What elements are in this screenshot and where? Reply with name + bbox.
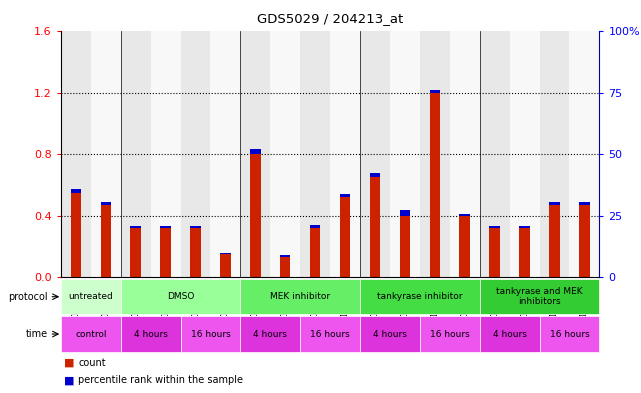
- Bar: [240, 31, 271, 277]
- Text: 4 hours: 4 hours: [134, 330, 167, 338]
- Bar: [519, 228, 529, 277]
- Bar: [569, 31, 599, 277]
- Text: percentile rank within the sample: percentile rank within the sample: [78, 375, 243, 385]
- Bar: [429, 90, 440, 93]
- Bar: [370, 173, 380, 177]
- Text: ■: ■: [64, 375, 74, 385]
- Text: tankyrase and MEK
inhibitors: tankyrase and MEK inhibitors: [496, 287, 583, 307]
- Bar: [390, 31, 420, 277]
- Bar: [429, 93, 440, 277]
- Bar: [340, 194, 351, 197]
- Text: untreated: untreated: [69, 292, 113, 301]
- Text: DMSO: DMSO: [167, 292, 194, 301]
- Bar: [91, 31, 121, 277]
- Text: count: count: [78, 358, 106, 367]
- Bar: [549, 202, 560, 205]
- Bar: [400, 216, 410, 277]
- Bar: [330, 31, 360, 277]
- Bar: [490, 226, 500, 228]
- Bar: [181, 31, 210, 277]
- Bar: [549, 205, 560, 277]
- Text: control: control: [75, 330, 106, 338]
- Bar: [210, 31, 240, 277]
- Bar: [400, 210, 410, 216]
- Bar: [579, 202, 590, 205]
- Bar: [540, 31, 569, 277]
- Bar: [160, 226, 171, 228]
- Bar: [221, 254, 231, 277]
- Bar: [190, 226, 201, 228]
- Bar: [519, 226, 529, 228]
- Text: ■: ■: [64, 358, 74, 367]
- Text: tankyrase inhibitor: tankyrase inhibitor: [377, 292, 463, 301]
- Text: protocol: protocol: [8, 292, 48, 302]
- Bar: [510, 31, 540, 277]
- Bar: [151, 31, 181, 277]
- Text: 16 hours: 16 hours: [430, 330, 470, 338]
- Text: MEK inhibitor: MEK inhibitor: [270, 292, 330, 301]
- Text: GDS5029 / 204213_at: GDS5029 / 204213_at: [257, 12, 403, 25]
- Bar: [160, 228, 171, 277]
- Bar: [121, 31, 151, 277]
- Bar: [71, 189, 81, 193]
- Bar: [479, 31, 510, 277]
- Bar: [101, 202, 111, 205]
- Bar: [71, 193, 81, 277]
- Bar: [420, 31, 450, 277]
- Bar: [490, 228, 500, 277]
- Text: 4 hours: 4 hours: [373, 330, 407, 338]
- Bar: [310, 228, 320, 277]
- Bar: [280, 257, 290, 277]
- Bar: [370, 177, 380, 277]
- Text: 4 hours: 4 hours: [253, 330, 287, 338]
- Bar: [250, 154, 260, 277]
- Bar: [579, 205, 590, 277]
- Text: 16 hours: 16 hours: [310, 330, 350, 338]
- Bar: [340, 197, 351, 277]
- Bar: [190, 228, 201, 277]
- Bar: [61, 31, 91, 277]
- Text: time: time: [26, 329, 48, 339]
- Bar: [310, 225, 320, 228]
- Text: 4 hours: 4 hours: [493, 330, 526, 338]
- Bar: [101, 205, 111, 277]
- Text: 16 hours: 16 hours: [549, 330, 589, 338]
- Bar: [300, 31, 330, 277]
- Bar: [131, 226, 141, 228]
- Bar: [131, 228, 141, 277]
- Bar: [450, 31, 479, 277]
- Bar: [271, 31, 300, 277]
- Text: 16 hours: 16 hours: [190, 330, 230, 338]
- Bar: [250, 149, 260, 154]
- Bar: [221, 252, 231, 254]
- Bar: [360, 31, 390, 277]
- Bar: [460, 214, 470, 216]
- Bar: [460, 216, 470, 277]
- Bar: [280, 255, 290, 257]
